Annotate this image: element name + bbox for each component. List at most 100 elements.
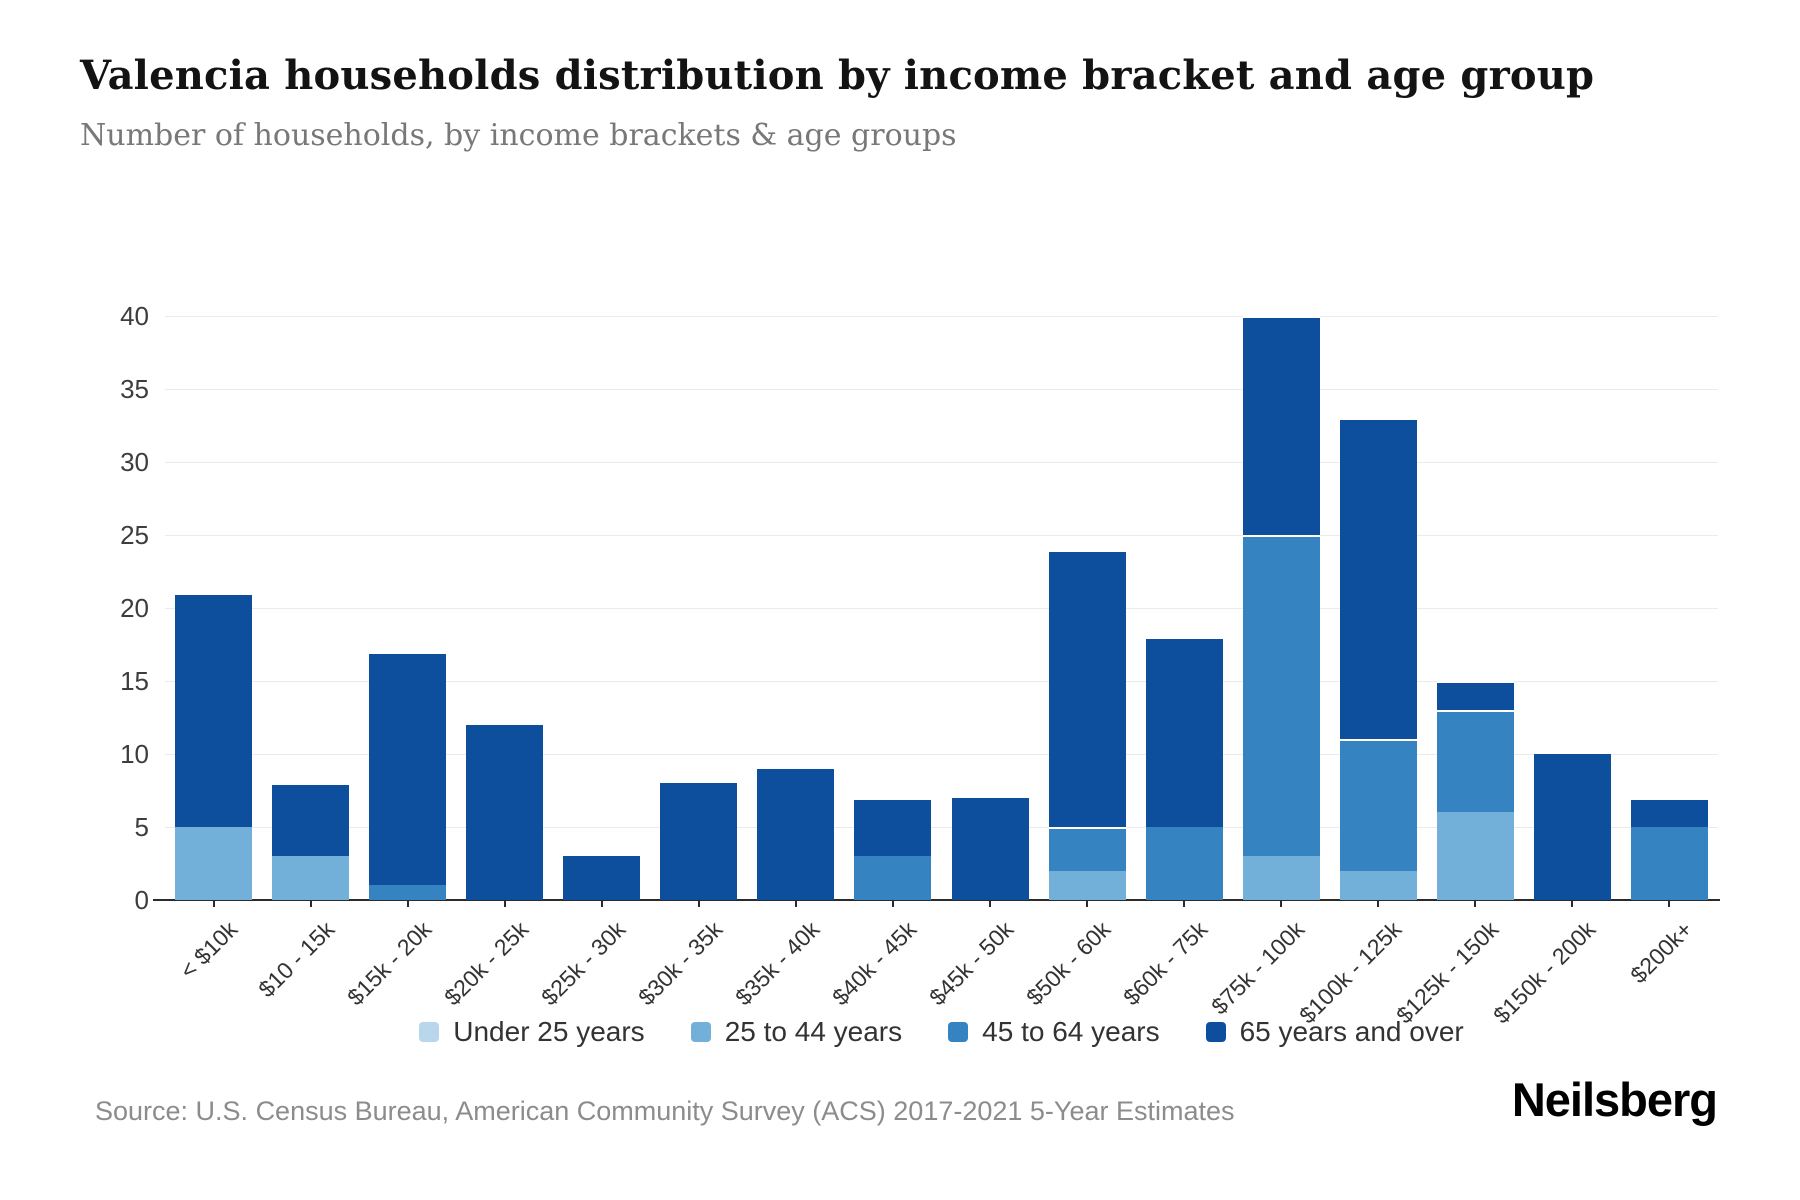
x-tick-mark [1571,901,1574,907]
y-tick-label-35: 35 [120,374,149,404]
x-tick-label: $15k - 20k [341,916,437,1011]
x-tick-mark [1377,901,1380,907]
bar-segment-65-years-and-over[interactable] [1242,316,1320,536]
gridline-y-20 [165,608,1718,609]
x-tick-mark [891,901,894,907]
bar-segment-45-to-64-years[interactable] [1630,827,1708,900]
x-tick-mark [697,901,700,907]
chart-legend: Under 25 years 25 to 44 years 45 to 64 yea… [165,1016,1718,1048]
bar-segment-45-to-64-years[interactable] [1048,827,1126,871]
x-tick-label: $20k - 25k [438,916,534,1011]
legend-item-65-years-and-over[interactable]: 65 years and over [1205,1016,1464,1048]
x-tick-label: $40k - 45k [827,916,922,1011]
bar-< $10k [175,593,253,900]
bar-segment-45-to-64-years[interactable] [1242,535,1320,857]
x-tick-mark [794,901,797,907]
x-tick-mark [1086,901,1089,907]
page-subtitle: Number of households, by income brackets… [80,118,957,153]
bar-$35k - 40k [757,768,835,900]
bar-segment-65-years-and-over[interactable] [660,783,738,900]
gridline-y-5 [165,827,1718,828]
bar-segment-65-years-and-over[interactable] [175,593,253,827]
x-tick-label: $35k - 40k [729,916,825,1011]
bar-segment-45-to-64-years[interactable] [1339,739,1417,871]
neilsberg-logo: Neilsberg [1511,1073,1718,1126]
legend-item-under-25-years[interactable]: Under 25 years [419,1016,645,1048]
x-tick-mark [1668,901,1671,907]
bar-$30k - 35k [660,783,738,900]
bar-segment-65-years-and-over[interactable] [563,856,641,900]
bar-segment-25-to-44-years[interactable] [1048,870,1126,900]
bar-segment-65-years-and-over[interactable] [369,651,447,886]
bar-$60k - 75k [1145,637,1223,900]
x-tick-label: $100k - 125k [1294,916,1407,1029]
bar-segment-65-years-and-over[interactable] [1533,754,1611,900]
y-tick-label-40: 40 [120,301,149,331]
bar-segment-45-to-64-years[interactable] [1436,710,1514,813]
bar-$15k - 20k [369,651,447,900]
legend-label: 45 to 64 years [982,1016,1160,1047]
bar-$75k - 100k [1242,316,1320,900]
bar-segment-65-years-and-over[interactable] [951,797,1029,900]
bar-$40k - 45k [854,797,932,900]
gridline-y-25 [165,535,1718,536]
gridline-y-30 [165,462,1718,463]
bar-segment-45-to-64-years[interactable] [1145,827,1223,900]
bar-segment-25-to-44-years[interactable] [1242,856,1320,900]
legend-item-45-to-64-years[interactable]: 45 to 64 years [948,1016,1160,1048]
y-tick-label-0: 0 [134,885,149,915]
x-tick-label: $150k - 200k [1488,916,1601,1029]
x-tick-label: $10 - 15k [252,916,339,1003]
x-tick-label: $25k - 30k [535,916,631,1011]
gridline-y-40 [165,316,1718,317]
legend-swatch-icon [419,1022,440,1042]
bar-segment-45-to-64-years[interactable] [854,856,932,900]
x-tick-label: $45k - 50k [924,916,1019,1011]
x-tick-mark [989,901,992,907]
bar-$150k - 200k [1533,754,1611,900]
x-tick-mark [503,901,506,907]
bar-segment-25-to-44-years[interactable] [1339,870,1417,900]
bar-segment-45-to-64-years[interactable] [369,885,447,900]
source-note: Source: U.S. Census Bureau, American Com… [95,1096,1235,1126]
bar-segment-25-to-44-years[interactable] [175,827,253,900]
x-axis-line [153,899,1720,901]
bar-$45k - 50k [951,797,1029,900]
bar-segment-65-years-and-over[interactable] [1339,418,1417,740]
y-tick-label-10: 10 [120,739,149,769]
bar-segment-65-years-and-over[interactable] [466,724,544,900]
bar-segment-65-years-and-over[interactable] [272,783,350,857]
bar-segment-65-years-and-over[interactable] [854,797,932,857]
legend-label: Under 25 years [453,1016,645,1047]
x-tick-mark [600,901,603,907]
x-tick-label: $60k - 75k [1118,916,1213,1011]
bar-$50k - 60k [1048,549,1126,900]
legend-swatch-icon [690,1022,711,1042]
legend-swatch-icon [1205,1022,1226,1042]
y-tick-label-25: 25 [120,520,149,550]
y-tick-label-15: 15 [120,666,149,696]
bar-segment-25-to-44-years[interactable] [272,856,350,900]
bar-$10 - 15k [272,783,350,900]
legend-swatch-icon [948,1022,969,1042]
legend-label: 65 years and over [1239,1016,1464,1047]
gridline-y-15 [165,681,1718,682]
page-title: Valencia households distribution by inco… [80,52,1595,99]
legend-label: 25 to 44 years [724,1016,903,1047]
bar-segment-25-to-44-years[interactable] [1436,812,1514,900]
bar-segment-65-years-and-over[interactable] [1145,637,1223,827]
y-tick-label-20: 20 [120,593,149,623]
bar-segment-65-years-and-over[interactable] [1436,681,1514,711]
legend-item-25-to-44-years[interactable]: 25 to 44 years [690,1016,903,1048]
x-tick-mark [212,901,215,907]
bar-segment-65-years-and-over[interactable] [1048,549,1126,828]
gridline-y-10 [165,754,1718,755]
x-tick-mark [1183,901,1186,907]
bar-segment-65-years-and-over[interactable] [757,768,835,900]
x-tick-label: < $10k [174,916,242,984]
bar-$25k - 30k [563,856,641,900]
bar-$20k - 25k [466,724,544,900]
x-tick-mark [406,901,409,907]
bar-segment-65-years-and-over[interactable] [1630,797,1708,827]
